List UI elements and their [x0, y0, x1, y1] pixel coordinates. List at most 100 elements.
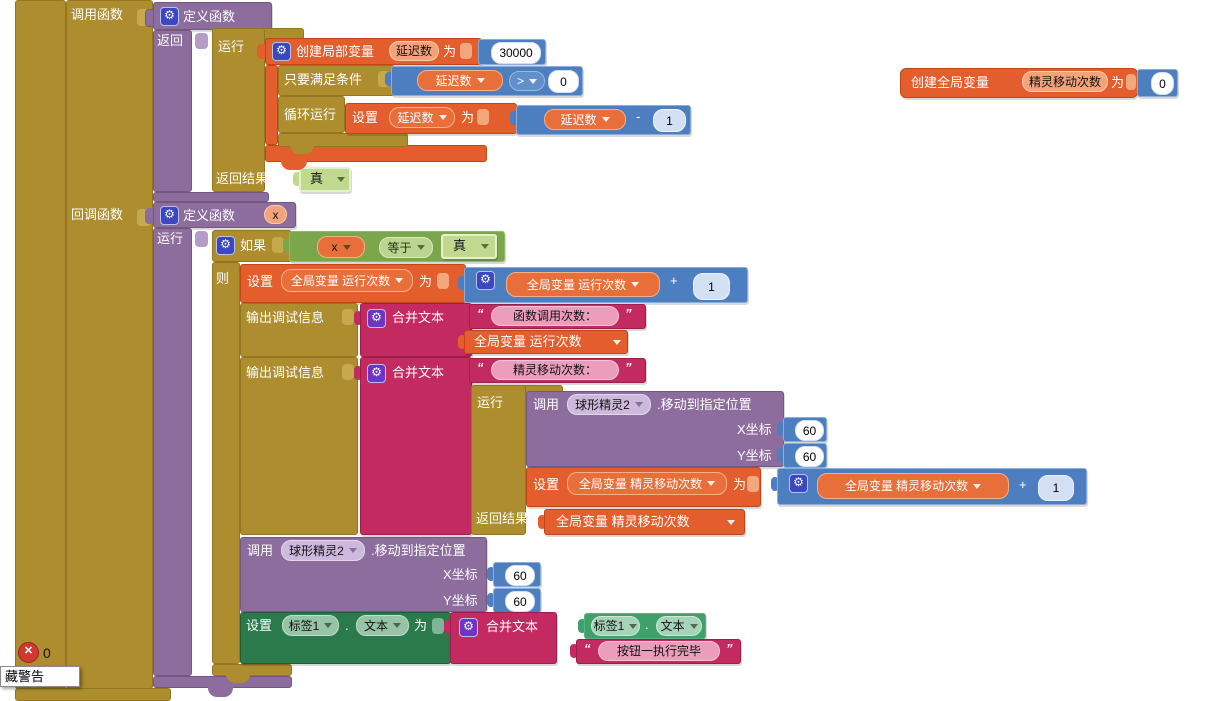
if-block-column[interactable]: [212, 262, 240, 664]
while-block-do-row[interactable]: [278, 96, 345, 133]
method-label: .移动到指定位置: [657, 397, 752, 412]
dropdown-arrow-icon[interactable]: [727, 520, 735, 525]
error-badge-icon[interactable]: [18, 642, 39, 663]
connector-tab: [437, 273, 449, 289]
dropdown-arrow-icon: [395, 278, 404, 283]
if-label: 如果: [240, 238, 267, 253]
outer-block-left-column[interactable]: [15, 0, 66, 689]
variable-dropdown-delay[interactable]: 延迟数: [389, 107, 455, 128]
next-connector-bump: [226, 674, 250, 683]
open-quote: “: [477, 360, 484, 375]
mutator-gear-icon[interactable]: [459, 618, 478, 637]
minus-operator: -: [636, 109, 641, 124]
mutator-gear-icon[interactable]: [272, 42, 291, 61]
mutator-gear-icon[interactable]: [160, 206, 179, 225]
number-field-1[interactable]: 1: [1038, 475, 1074, 501]
local-variable-name-field[interactable]: 延迟数: [389, 41, 439, 61]
return-slot-label: 返回: [157, 33, 184, 48]
join-text-block-2[interactable]: [360, 357, 472, 535]
create-local-variable-label: 创建局部变量: [296, 44, 375, 59]
variable-dropdown-move-count[interactable]: 全局变量 精灵移动次数: [817, 473, 1009, 499]
string-field-done[interactable]: 按钮一执行完毕: [598, 641, 720, 661]
define-function-title: 定义函数: [183, 208, 236, 223]
component-dropdown-label1[interactable]: 标签1: [282, 615, 339, 636]
x-coord-label: X坐标: [443, 567, 478, 582]
run-slot-label: 运行: [157, 231, 184, 246]
parameter-field-x[interactable]: x: [264, 205, 287, 224]
join-text-label: 合并文本: [486, 619, 539, 634]
mutator-gear-icon[interactable]: [367, 364, 386, 383]
connector-tab: [195, 231, 208, 247]
connector-plug: [458, 276, 466, 290]
connector-plug: [257, 44, 267, 59]
variable-dropdown-delay[interactable]: 延迟数: [544, 109, 626, 130]
get-run-count-block[interactable]: [464, 330, 628, 354]
create-local-variable-column[interactable]: [265, 65, 278, 145]
variable-dropdown-x[interactable]: x: [317, 236, 365, 258]
number-field-x60[interactable]: 60: [795, 420, 824, 441]
caller-block-body[interactable]: [66, 0, 153, 689]
mutator-gear-icon[interactable]: [476, 271, 495, 290]
connector-plug: [463, 363, 471, 377]
number-field-30000[interactable]: 30000: [491, 42, 541, 64]
log-block-2[interactable]: [240, 357, 358, 535]
number-field-0[interactable]: 0: [548, 70, 579, 93]
mutator-gear-icon[interactable]: [216, 236, 235, 255]
component-dropdown-sprite[interactable]: 球形精灵2: [567, 394, 651, 415]
dropdown-arrow-icon[interactable]: [613, 340, 621, 345]
log-label: 输出调试信息: [246, 365, 325, 380]
if-block-bottom-arm: [212, 664, 292, 676]
number-field-1[interactable]: 1: [693, 273, 730, 300]
component-dropdown-label1[interactable]: 标签1: [591, 616, 640, 636]
connector-plug: [293, 172, 302, 186]
get-move-count-block[interactable]: [544, 509, 745, 535]
connector-plug: [487, 567, 495, 581]
log-block-1[interactable]: [240, 303, 358, 357]
connector-plug: [458, 335, 466, 349]
do-result-block-2-column[interactable]: [471, 385, 526, 535]
dropdown-arrow-icon: [973, 483, 982, 489]
string-field-fn-calls[interactable]: 函数调用次数：: [491, 306, 619, 326]
component-dropdown-sprite[interactable]: 球形精灵2: [281, 540, 365, 561]
dropdown-arrow-icon[interactable]: [481, 244, 489, 249]
operator-dropdown-equals[interactable]: 等于: [379, 237, 433, 258]
dropdown-arrow-icon: [634, 402, 643, 407]
define-function-2-column[interactable]: [153, 228, 192, 676]
dropdown-arrow-icon: [629, 623, 638, 629]
operator-dropdown-gt[interactable]: >: [509, 71, 545, 91]
variable-dropdown-delay[interactable]: 延迟数: [417, 70, 503, 91]
set-label: 设置: [246, 618, 273, 633]
connector-tab: [460, 43, 472, 59]
while-condition-slot-label: 只要满足条件: [284, 72, 363, 87]
mutator-gear-icon[interactable]: [367, 309, 386, 328]
connector-plug: [354, 311, 362, 325]
set-label: 设置: [352, 110, 379, 125]
number-field-x60[interactable]: 60: [505, 565, 535, 586]
number-field-y60[interactable]: 60: [505, 591, 535, 612]
create-global-variable-label: 创建全局变量: [911, 75, 990, 90]
to-label: 为: [414, 618, 428, 633]
variable-dropdown-move-count[interactable]: 全局变量 精灵移动次数: [567, 472, 727, 495]
while-block-header[interactable]: [278, 65, 395, 96]
mutator-gear-icon[interactable]: [789, 474, 808, 493]
property-dropdown-text[interactable]: 文本: [356, 615, 409, 636]
string-field-sprite-moves[interactable]: 精灵移动次数：: [491, 360, 619, 380]
number-field-y60[interactable]: 60: [795, 446, 824, 467]
y-coord-label: Y坐标: [737, 448, 772, 463]
number-field-1[interactable]: 1: [653, 109, 686, 132]
number-field-0[interactable]: 0: [1151, 72, 1174, 95]
create-local-variable-block[interactable]: [265, 38, 482, 65]
variable-dropdown-run-count[interactable]: 全局变量 运行次数: [506, 272, 660, 297]
while-do-slot-label: 循环运行: [284, 107, 337, 122]
define-function-1-column[interactable]: [153, 30, 192, 192]
variable-dropdown-run-count[interactable]: 全局变量 运行次数: [281, 269, 413, 292]
dot-separator: .: [345, 618, 349, 633]
dropdown-arrow-icon: [438, 115, 447, 120]
dropdown-arrow-icon[interactable]: [337, 177, 345, 182]
property-dropdown-text[interactable]: 文本: [656, 616, 702, 636]
set-label-text-block[interactable]: [240, 612, 451, 664]
do-result-block-1-column[interactable]: [212, 28, 265, 192]
mutator-gear-icon[interactable]: [160, 7, 179, 26]
global-variable-name-field[interactable]: 精灵移动次数: [1022, 71, 1108, 92]
